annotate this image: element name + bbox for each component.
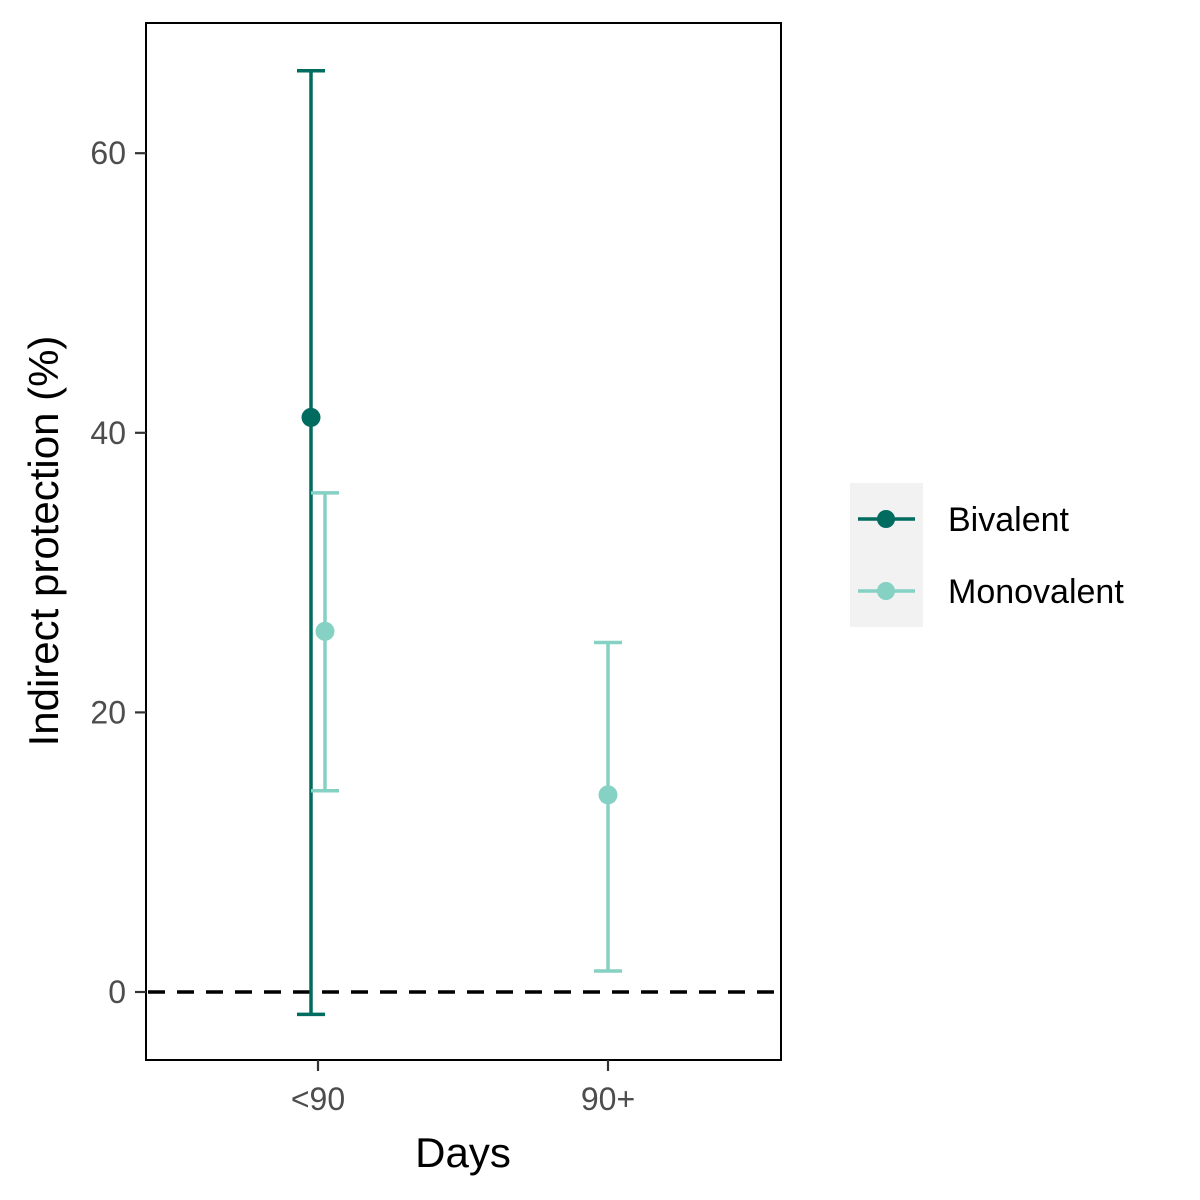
legend: Bivalent Monovalent: [850, 483, 1124, 627]
legend-key-point: [877, 582, 895, 600]
y-tick-label: 20: [90, 694, 126, 730]
legend-item-bivalent: Bivalent: [858, 501, 1070, 539]
plot-area: [148, 68, 779, 1017]
data-point-bivalent: [301, 407, 321, 427]
legend-label-bivalent: Bivalent: [948, 501, 1070, 539]
y-tick-label: 0: [108, 974, 126, 1010]
legend-item-monovalent: Monovalent: [858, 573, 1124, 611]
y-axis-title: Indirect protection (%): [20, 336, 67, 747]
x-tick-label: 90+: [581, 1081, 635, 1117]
y-tick-label: 60: [90, 135, 126, 171]
y-tick-label: 40: [90, 415, 126, 451]
data-point-monovalent: [598, 785, 618, 805]
panel-border: [145, 22, 782, 1061]
x-tick-label: <90: [291, 1081, 345, 1117]
legend-key-point: [877, 510, 895, 528]
point-group-monovalent: [594, 640, 622, 973]
point-group-bivalent: [297, 68, 325, 1017]
legend-key-background: [850, 483, 923, 627]
axes: 0 20 40 60 <90 90+: [90, 22, 782, 1117]
point-group-monovalent: [311, 491, 339, 793]
data-point-monovalent: [315, 621, 335, 641]
x-axis-title: Days: [415, 1129, 511, 1176]
legend-label-monovalent: Monovalent: [948, 573, 1124, 611]
